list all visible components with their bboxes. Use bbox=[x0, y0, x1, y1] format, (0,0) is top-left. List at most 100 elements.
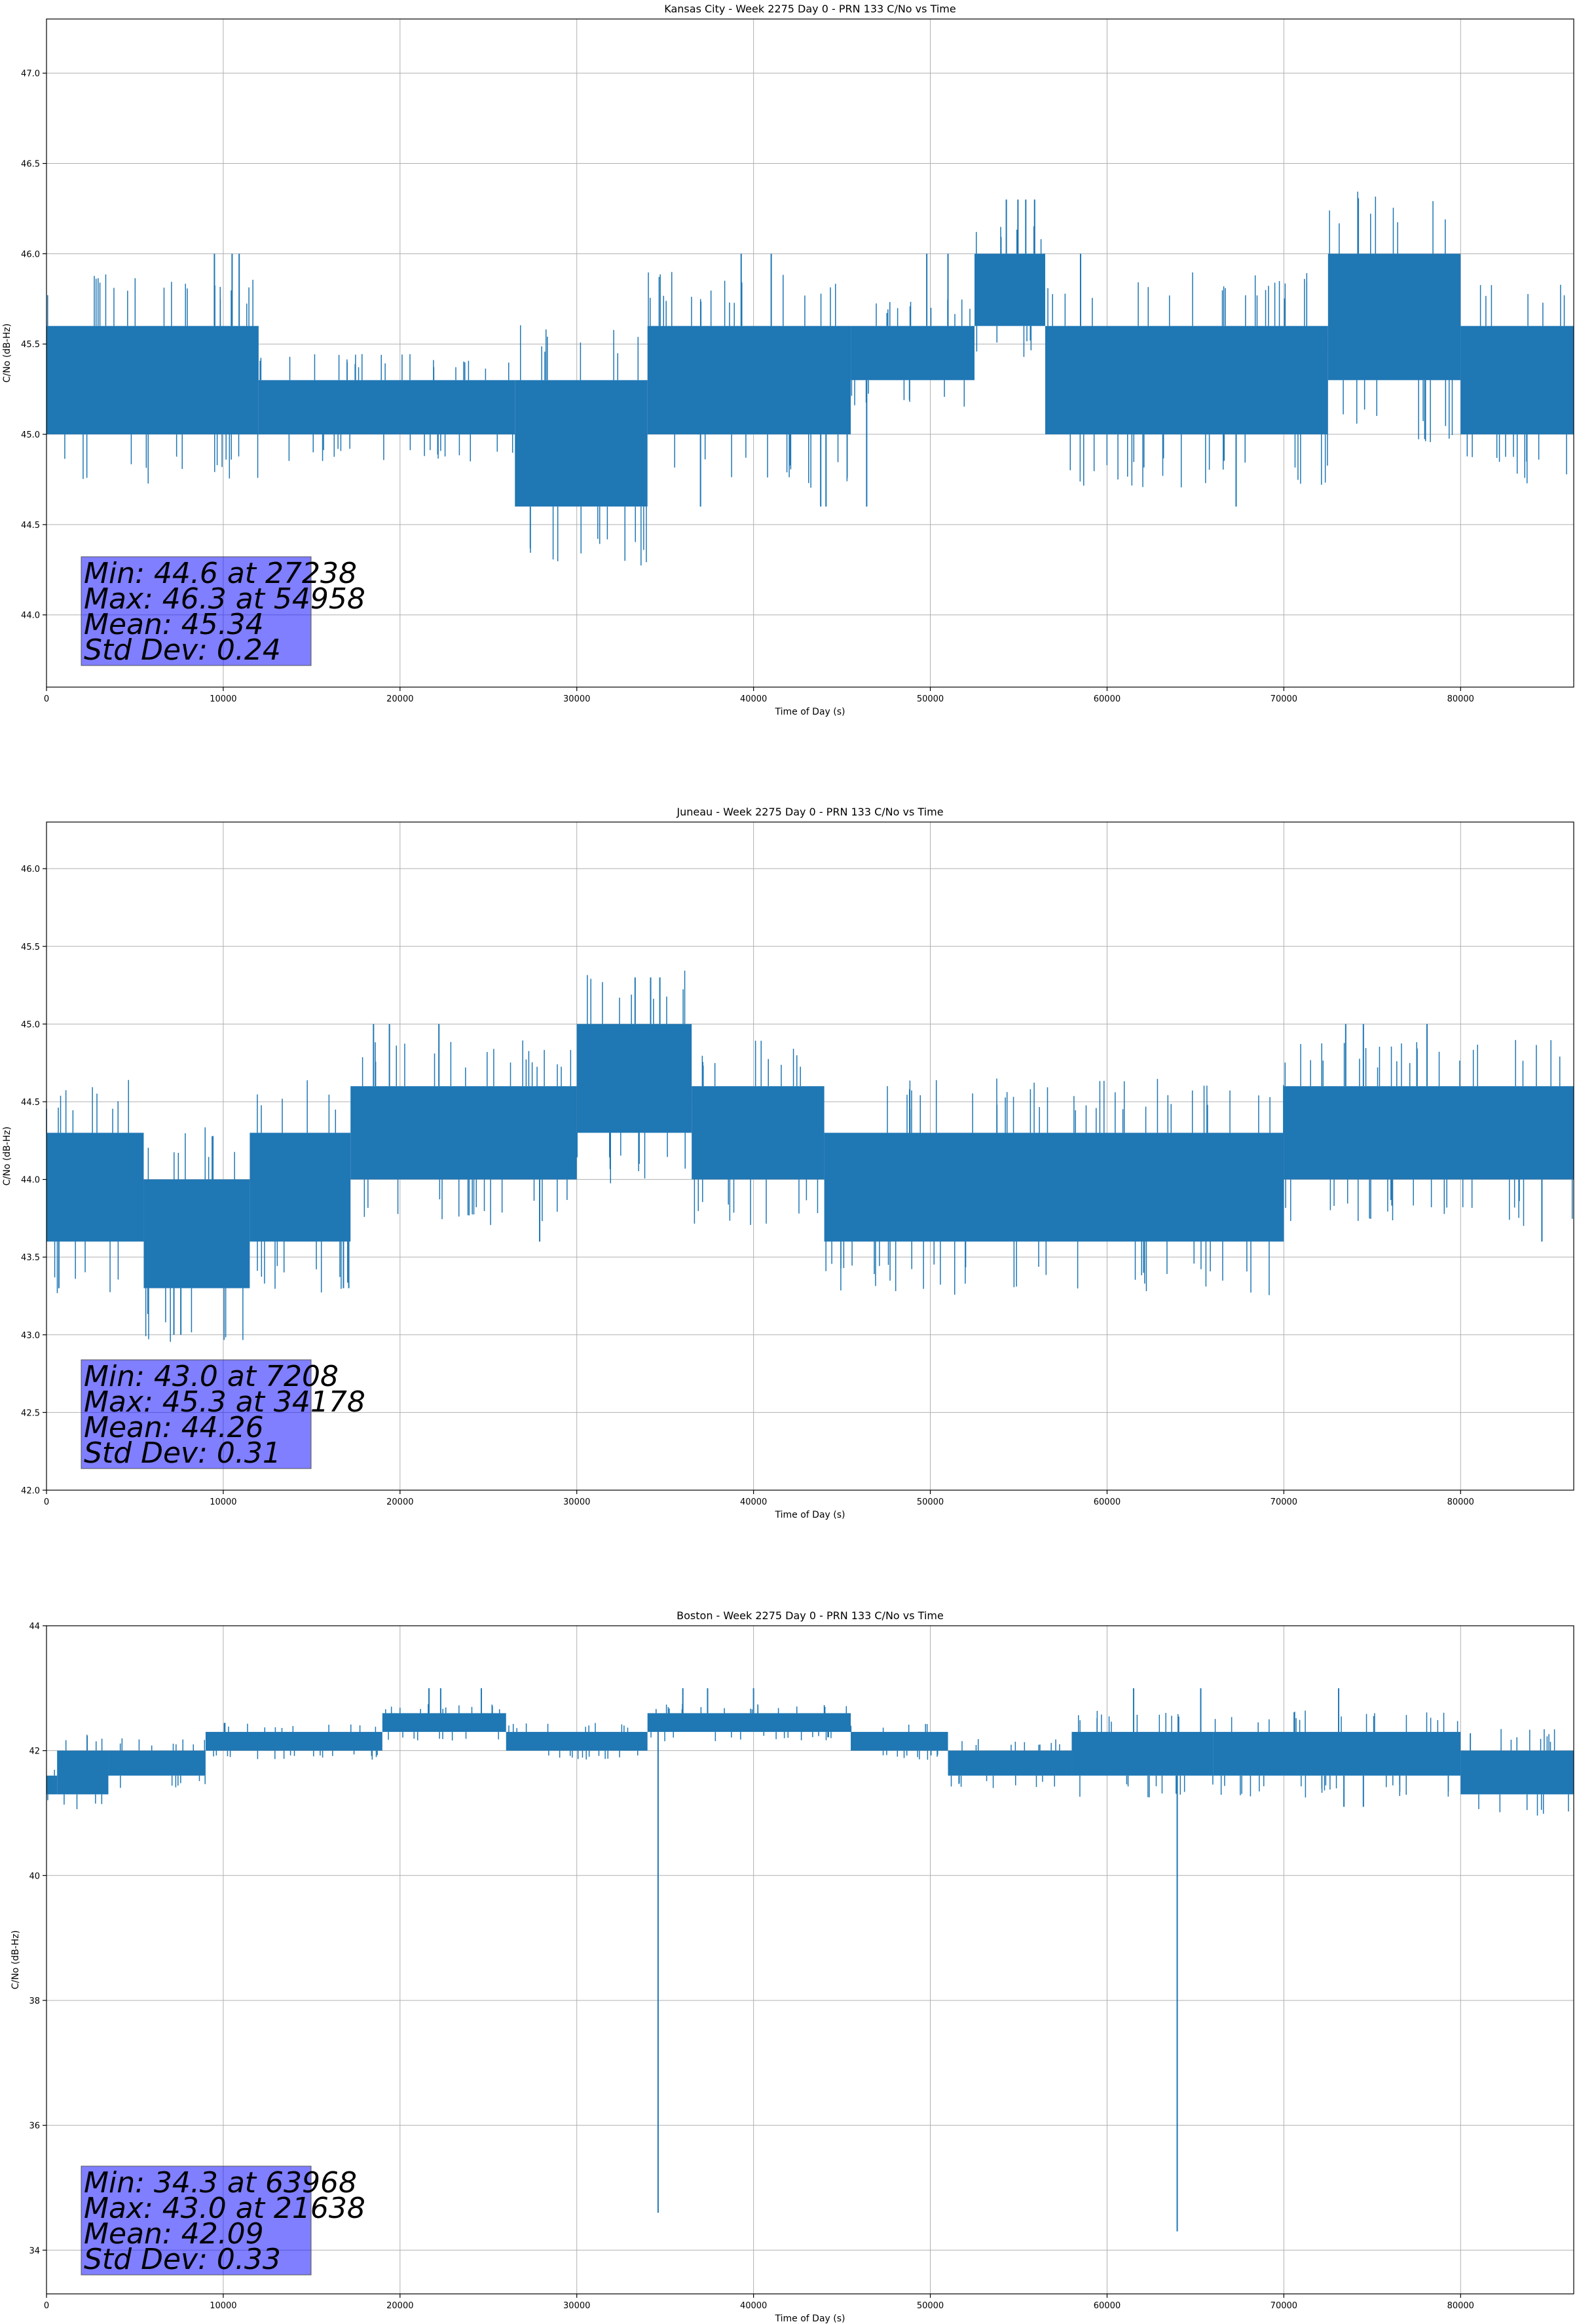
x-tick-label: 40000 bbox=[740, 2301, 767, 2311]
y-tick-label: 45.5 bbox=[21, 943, 40, 952]
y-tick-label: 44.0 bbox=[21, 611, 40, 621]
data-band bbox=[350, 1086, 577, 1180]
series-line bbox=[46, 191, 1574, 566]
x-tick-label: 40000 bbox=[740, 1497, 767, 1507]
stats-min: Min: 43.0 at 7208 bbox=[84, 1360, 339, 1393]
stats-box bbox=[81, 556, 312, 666]
y-axis-label: C/No (dB-Hz) bbox=[2, 1127, 12, 1186]
data-band bbox=[108, 1750, 206, 1776]
chart-title: Boston - Week 2275 Day 0 - PRN 133 C/No … bbox=[677, 1609, 944, 1622]
data-band bbox=[143, 1179, 250, 1288]
data-band bbox=[948, 1750, 1072, 1776]
stats-max: Max: 45.3 at 34178 bbox=[84, 1385, 365, 1419]
y-tick-label: 42.0 bbox=[21, 1486, 40, 1496]
y-tick-label: 38 bbox=[29, 1996, 40, 2006]
data-band bbox=[1460, 326, 1574, 435]
chart-title: Kansas City - Week 2275 Day 0 - PRN 133 … bbox=[664, 3, 955, 15]
x-tick-label: 80000 bbox=[1447, 694, 1474, 704]
x-tick-label: 20000 bbox=[386, 694, 413, 704]
y-tick-label: 42 bbox=[29, 1747, 40, 1757]
y-tick-label: 46.0 bbox=[21, 250, 40, 259]
x-tick-label: 0 bbox=[44, 1497, 49, 1507]
data-band bbox=[250, 1133, 351, 1242]
data-band bbox=[258, 380, 515, 435]
x-tick-label: 10000 bbox=[210, 2301, 236, 2311]
x-axis-label: Time of Day (s) bbox=[775, 2314, 845, 2324]
x-tick-label: 50000 bbox=[917, 694, 944, 704]
y-tick-label: 46.0 bbox=[21, 865, 40, 874]
chart-panel-2: 0 10000 20000 30000 40000 50000 60000 70000 8000… bbox=[10, 1609, 1574, 2324]
chart-title: Juneau - Week 2275 Day 0 - PRN 133 C/No … bbox=[676, 806, 943, 818]
y-tick-label: 45.0 bbox=[21, 430, 40, 440]
data-band bbox=[576, 1024, 692, 1133]
x-tick-label: 30000 bbox=[563, 2301, 590, 2311]
y-axis-label: C/No (dB-Hz) bbox=[10, 1930, 21, 1989]
data-band bbox=[824, 1133, 1284, 1242]
stats-mean: Mean: 42.09 bbox=[84, 2217, 264, 2251]
y-axis-label: C/No (dB-Hz) bbox=[2, 324, 12, 383]
x-tick-label: 70000 bbox=[1271, 2301, 1297, 2311]
x-axis-label: Time of Day (s) bbox=[775, 1510, 845, 1520]
x-tick-label: 30000 bbox=[563, 1497, 590, 1507]
x-tick-label: 70000 bbox=[1271, 694, 1297, 704]
data-band bbox=[46, 326, 259, 435]
x-tick-label: 10000 bbox=[210, 1497, 236, 1507]
x-tick-label: 50000 bbox=[917, 1497, 944, 1507]
x-tick-label: 70000 bbox=[1271, 1497, 1297, 1507]
stats-min: Min: 34.3 at 63968 bbox=[84, 2166, 357, 2200]
axes-frame bbox=[46, 18, 1574, 688]
y-tick-label: 44.5 bbox=[21, 1098, 40, 1108]
x-tick-label: 60000 bbox=[1094, 694, 1121, 704]
stats-std: Std Dev: 0.31 bbox=[84, 1436, 281, 1470]
data-band bbox=[506, 1732, 648, 1751]
y-tick-label: 36 bbox=[29, 2122, 40, 2131]
y-tick-label: 43.0 bbox=[21, 1331, 40, 1341]
stats-box bbox=[81, 2165, 312, 2276]
y-tick-label: 43.5 bbox=[21, 1253, 40, 1263]
stats-max: Max: 43.0 at 21638 bbox=[84, 2192, 365, 2225]
data-band bbox=[1284, 1086, 1574, 1180]
data-band bbox=[382, 1713, 506, 1733]
chart-panel-0: 0 10000 20000 30000 40000 50000 60000 70000 8000… bbox=[2, 3, 1574, 717]
stats-box bbox=[81, 1359, 312, 1469]
x-tick-label: 50000 bbox=[917, 2301, 944, 2311]
data-band bbox=[974, 253, 1045, 326]
chart-panel-1: 0 10000 20000 30000 40000 50000 60000 70000 8000… bbox=[2, 806, 1574, 1520]
stats-max: Max: 46.3 at 54958 bbox=[84, 582, 365, 616]
y-tick-label: 42.5 bbox=[21, 1408, 40, 1418]
data-band bbox=[46, 1775, 58, 1795]
x-tick-label: 20000 bbox=[386, 1497, 413, 1507]
y-tick-label: 40 bbox=[29, 1871, 40, 1881]
x-tick-label: 0 bbox=[44, 694, 49, 704]
x-tick-label: 80000 bbox=[1447, 1497, 1474, 1507]
y-tick-label: 34 bbox=[29, 2246, 40, 2256]
x-tick-label: 20000 bbox=[386, 2301, 413, 2311]
data-band bbox=[851, 1732, 948, 1751]
data-band bbox=[851, 326, 975, 381]
x-tick-label: 80000 bbox=[1447, 2301, 1474, 2311]
y-tick-label: 45.5 bbox=[21, 340, 40, 350]
data-band bbox=[1213, 1732, 1461, 1776]
x-tick-label: 0 bbox=[44, 2301, 49, 2311]
y-tick-label: 44.0 bbox=[21, 1176, 40, 1186]
data-band bbox=[57, 1750, 109, 1795]
data-band bbox=[1327, 253, 1461, 381]
stats-min: Min: 44.6 at 27238 bbox=[84, 557, 357, 590]
y-tick-label: 46.5 bbox=[21, 160, 40, 170]
stats-mean: Mean: 44.26 bbox=[84, 1411, 264, 1444]
x-axis-label: Time of Day (s) bbox=[775, 707, 845, 717]
stats-mean: Mean: 45.34 bbox=[84, 608, 264, 641]
stats-std: Std Dev: 0.24 bbox=[84, 633, 281, 667]
data-band bbox=[692, 1086, 825, 1180]
axes-frame bbox=[46, 1625, 1574, 2295]
y-tick-label: 44 bbox=[29, 1622, 40, 1632]
x-tick-label: 40000 bbox=[740, 694, 767, 704]
data-band bbox=[205, 1732, 382, 1751]
data-band bbox=[1460, 1750, 1574, 1795]
data-band bbox=[1045, 326, 1328, 435]
series-line bbox=[46, 1688, 1574, 2232]
data-band bbox=[1071, 1732, 1214, 1776]
data-band bbox=[46, 1133, 144, 1242]
series-line bbox=[46, 970, 1574, 1342]
